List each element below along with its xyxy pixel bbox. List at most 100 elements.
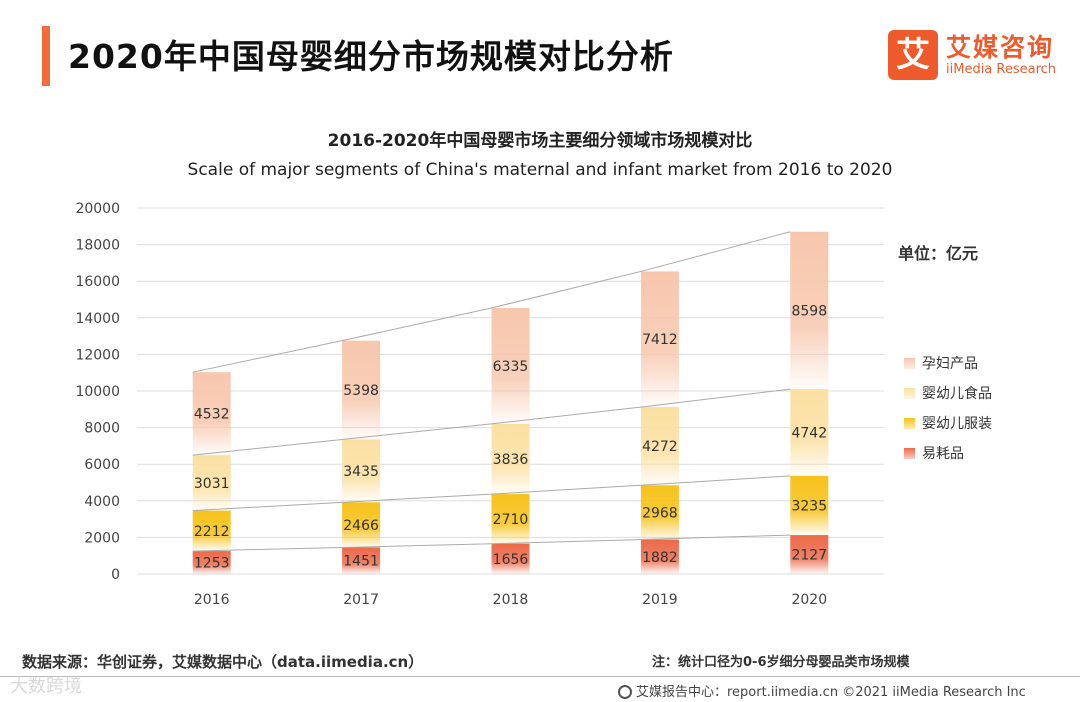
bar-segment	[491, 494, 530, 544]
data-label: 1882	[642, 550, 678, 566]
data-label: 1253	[194, 556, 230, 572]
trend-connector	[640, 534, 791, 541]
legend-label: 孕妇产品	[922, 356, 978, 372]
trend-connector	[491, 484, 641, 495]
y-tick-label: 12000	[75, 347, 120, 363]
data-label: 4532	[194, 407, 230, 423]
x-tick-label: 2019	[642, 592, 678, 608]
data-label: 4742	[791, 425, 827, 441]
watermark: 大数跨境	[10, 676, 82, 697]
bar-segment	[491, 423, 530, 495]
legend-swatch	[904, 357, 915, 369]
globe-icon	[618, 685, 632, 699]
trend-connector	[491, 406, 641, 425]
y-tick-label: 8000	[84, 421, 120, 437]
legend-label: 婴幼儿食品	[922, 386, 992, 402]
bar-segment	[342, 547, 381, 574]
trend-connector	[491, 270, 642, 309]
bar-segment	[640, 407, 679, 486]
data-label: 2127	[791, 548, 827, 564]
footer-divider	[0, 676, 1080, 677]
unit-label: 单位：亿元	[898, 244, 979, 263]
y-tick-label: 6000	[84, 457, 120, 473]
logo-english-name: iiMedia Research	[946, 62, 1057, 77]
trend-connector	[342, 543, 492, 548]
trend-connector	[192, 438, 343, 456]
bar-segment	[790, 535, 829, 574]
y-tick-label: 14000	[75, 311, 120, 327]
x-tick-label: 2017	[343, 592, 379, 608]
bar-segment	[640, 271, 679, 408]
bar-segment	[790, 475, 829, 536]
trend-connector	[640, 388, 791, 408]
trend-connector	[192, 546, 343, 552]
y-tick-label: 20000	[75, 201, 120, 217]
x-tick-label: 2020	[791, 592, 827, 608]
data-label: 2212	[194, 524, 230, 540]
bar-segment	[790, 389, 829, 476]
page-title: 2020年中国母婴细分市场规模对比分析	[68, 37, 674, 76]
chart-legend: 孕妇产品婴幼儿食品婴幼儿服装易耗品	[904, 348, 992, 468]
footnote: 注：统计口径为0-6岁细分母婴品类市场规模	[652, 655, 910, 670]
bar-segment	[342, 340, 381, 440]
bar-segment	[790, 231, 829, 390]
bar-segment	[640, 539, 679, 574]
trend-connector	[640, 231, 791, 272]
legend-label: 婴幼儿服装	[922, 416, 992, 432]
data-label: 1451	[343, 554, 379, 570]
trend-connector	[192, 501, 343, 512]
data-label: 7412	[642, 332, 678, 348]
logo-chinese-name: 艾媒咨询	[946, 33, 1055, 62]
report-credit-text: 艾媒报告中心：report.iimedia.cn ©2021 iiMedia R…	[636, 685, 1026, 700]
y-tick-label: 2000	[84, 530, 120, 546]
data-label: 2968	[642, 505, 678, 521]
legend-item: 孕妇产品	[904, 348, 992, 378]
y-tick-label: 4000	[84, 494, 120, 510]
bar-segment	[491, 307, 530, 424]
y-tick-label: 18000	[75, 238, 120, 254]
legend-item: 婴幼儿服装	[904, 408, 992, 438]
legend-swatch	[904, 447, 915, 459]
y-tick-label: 10000	[75, 384, 120, 400]
trend-connector	[342, 423, 492, 440]
data-label: 3235	[791, 498, 827, 514]
bar-segment	[640, 485, 679, 540]
data-label: 6335	[493, 359, 529, 375]
legend-item: 婴幼儿食品	[904, 378, 992, 408]
bar-segment	[192, 372, 231, 456]
data-label: 1656	[493, 552, 529, 568]
trend-connector	[640, 475, 791, 486]
data-label: 4272	[642, 439, 678, 455]
data-label: 2466	[343, 518, 379, 534]
legend-label: 易耗品	[922, 446, 964, 462]
y-tick-label: 0	[111, 567, 120, 583]
bar-segment	[342, 502, 381, 548]
bar-segment	[192, 551, 231, 574]
trend-connector	[341, 307, 492, 342]
data-label: 2710	[493, 512, 529, 528]
title-accent-bar	[42, 26, 50, 86]
data-label: 3836	[493, 452, 529, 468]
legend-swatch	[904, 387, 915, 399]
iimedia-logo: 艾 艾媒咨询 iiMedia Research	[888, 30, 1066, 82]
bar-segment	[491, 543, 530, 574]
legend-swatch	[904, 417, 915, 429]
y-tick-label: 16000	[75, 274, 120, 290]
bar-segment	[192, 455, 231, 511]
report-credit: 艾媒报告中心：report.iimedia.cn ©2021 iiMedia R…	[618, 681, 1026, 700]
trend-connector	[192, 340, 343, 373]
chart-subtitle: Scale of major segments of China's mater…	[187, 160, 893, 180]
data-label: 8598	[791, 303, 827, 319]
x-tick-label: 2016	[194, 592, 230, 608]
trend-connector	[342, 493, 492, 503]
data-label: 3435	[343, 464, 379, 480]
bar-segment	[192, 510, 231, 552]
trend-connector	[491, 539, 641, 545]
data-source: 数据来源：华创证券，艾媒数据中心（data.iimedia.cn）	[22, 653, 424, 671]
chart-title: 2016-2020年中国母婴市场主要细分领域市场规模对比	[327, 131, 753, 151]
logo-mark: 艾	[888, 30, 938, 80]
data-label: 3031	[194, 476, 230, 492]
data-label: 5398	[343, 383, 379, 399]
legend-item: 易耗品	[904, 438, 992, 468]
